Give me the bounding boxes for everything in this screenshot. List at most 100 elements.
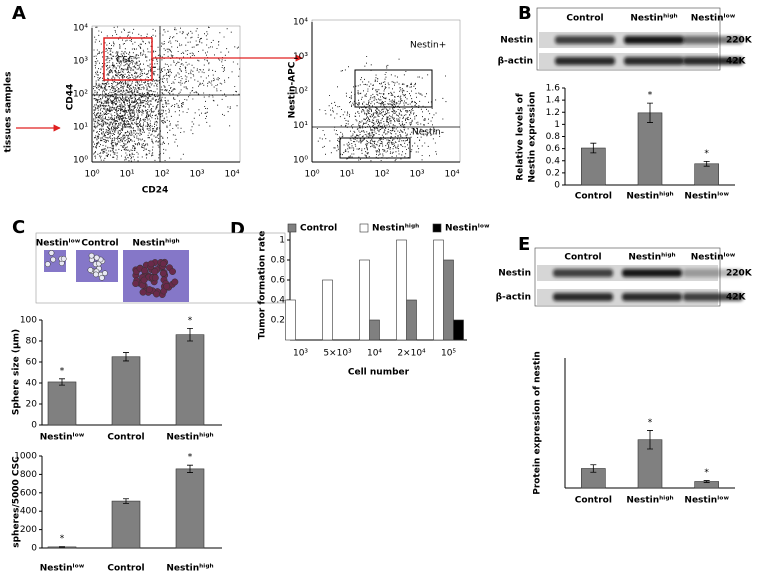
significance: * [60,366,65,376]
y-axis-label: Sphere size (μm) [12,329,22,415]
side-label: tissues samples [4,72,14,153]
y-tick-label: 0.4 [271,296,286,306]
csc-gate [103,37,153,81]
band [553,293,613,301]
significance: * [188,316,193,326]
significance: * [60,534,65,544]
cell [44,261,51,267]
lane-label: Control [564,253,601,263]
size-label: 220K [726,269,753,279]
error-bar [123,352,129,362]
error-bar [187,464,193,473]
y-tick-label: 1 [554,120,560,130]
legend-label: Nestinʰⁱᵍʰ [372,224,419,234]
x-tick-label: Nestinʰⁱᵍʰ [626,496,673,506]
y-tick-label: 800 [20,470,37,480]
cell [145,286,153,293]
cell [151,268,159,276]
bar [175,334,205,426]
cell [88,252,95,259]
bar [175,468,205,549]
legend-label: Nestinˡᵒʷ [445,224,490,234]
panel-label: C [12,217,25,238]
error-bar [590,464,597,473]
gate-label: Nestin- [412,128,444,138]
x-tick-label: Nestinʰⁱᵍʰ [626,192,673,202]
row-label: Nestin [498,269,531,279]
cell [163,282,171,290]
x-tick-label: Nestinʰⁱᵍʰ [166,564,213,574]
cell [93,271,99,278]
bar [111,500,141,549]
bar [359,259,370,341]
y-axis-label: Nestin-APC [288,61,298,118]
y-tick-label: 10⁰ [293,156,308,166]
panel-label: E [518,234,530,255]
error-bar [703,160,710,167]
cell [93,254,100,261]
band [683,57,743,65]
y-tick-label: 0 [31,421,37,431]
y-tick-label: 1.6 [546,84,561,94]
cell [139,288,147,296]
bar [322,279,333,341]
x-tick-label: Nestinˡᵒʷ [684,496,729,506]
y-tick-label: 10⁴ [293,18,308,28]
error-bar [647,102,653,123]
y-tick-label: 10² [293,87,308,97]
cell [151,274,159,282]
y-tick-label: 0.8 [271,256,286,266]
x-tick-label: 10⁴ [367,349,382,359]
bar [453,319,464,341]
lane-label: Nestinʰⁱᵍʰ [630,14,677,24]
bar [396,239,407,341]
x-tick-label: 10⁴ [224,170,239,180]
x-tick-label: Nestinˡᵒʷ [40,433,85,443]
size-label: 42K [726,57,747,67]
error-bar [59,378,65,386]
band [622,269,682,277]
error-bar [123,498,129,504]
row-label: β-actin [498,57,533,67]
y-tick-label: 10⁴ [73,24,88,34]
y-tick-label: 10¹ [293,121,308,131]
band [622,293,682,301]
significance: * [704,468,709,478]
lane-label: Nestinʰⁱᵍʰ [628,253,675,263]
lane-label: Nestinˡᵒʷ [691,14,736,24]
legend-swatch [287,223,297,233]
cell [60,255,67,262]
x-axis-label: CD24 [142,186,169,196]
row-label: Nestin [500,36,533,46]
bar [111,356,141,426]
significance: * [704,149,709,159]
gate [339,137,411,159]
y-tick-label: 0.2 [271,316,285,326]
y-tick-label: 0.2 [546,168,560,178]
cell-dots [93,26,240,162]
row-label: β-actin [496,293,531,303]
band [683,269,743,277]
band [683,293,743,301]
gate-label: Nestin+ [410,41,446,51]
y-tick-label: 1000 [14,452,37,462]
size-label: 220K [726,36,753,46]
band [555,36,615,44]
bar [581,147,606,186]
x-tick-label: 10⁵ [441,349,456,359]
cell [141,267,148,275]
x-tick-label: Control [107,564,144,574]
x-tick-label: Nestinˡᵒʷ [684,192,729,202]
x-tick-label: 10³ [293,349,308,359]
cell [50,256,57,263]
cell [169,268,176,275]
cell [171,278,179,286]
x-tick-label: 10¹ [339,170,354,180]
cell-dots [316,55,447,162]
cell [102,270,108,277]
y-axis-label: Nestin expression [528,91,538,182]
y-tick-label: 400 [20,507,37,517]
bar [285,299,296,341]
band [683,36,743,44]
